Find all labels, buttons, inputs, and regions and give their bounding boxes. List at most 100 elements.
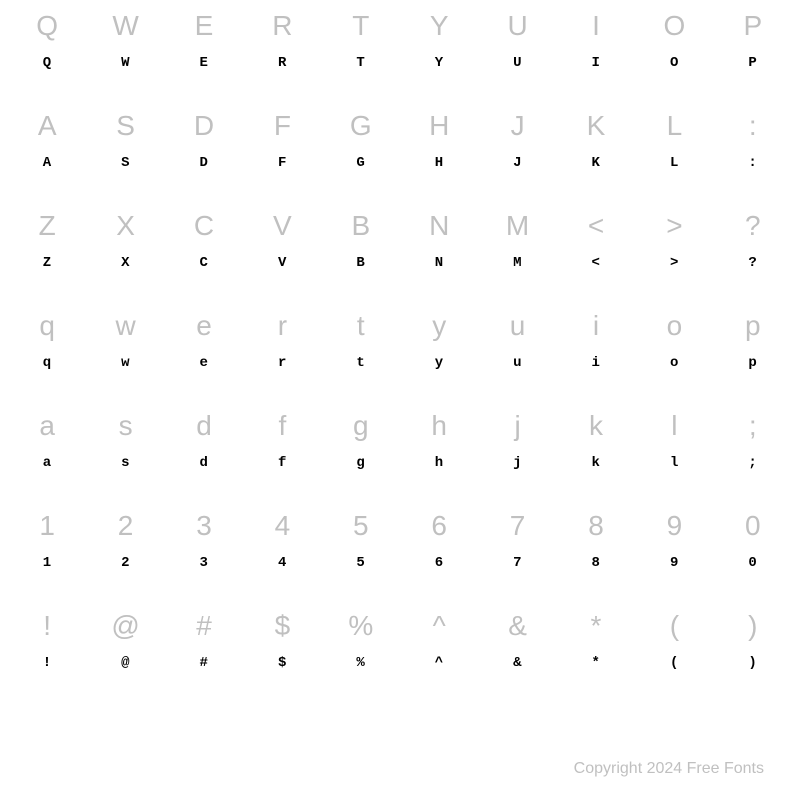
reference-glyph: &: [508, 612, 527, 640]
glyph-cell: oo: [635, 312, 713, 412]
reference-glyph: V: [273, 212, 292, 240]
glyph-cell: 22: [86, 512, 164, 612]
glyph-cell: 55: [322, 512, 400, 612]
glyph-cell: 33: [165, 512, 243, 612]
sample-glyph: o: [670, 356, 679, 370]
reference-glyph: 1: [39, 512, 55, 540]
glyph-cell: SS: [86, 112, 164, 212]
reference-glyph: %: [348, 612, 373, 640]
glyph-cell: ss: [86, 412, 164, 512]
glyph-cell: ??: [714, 212, 792, 312]
sample-glyph: l: [670, 456, 679, 470]
sample-glyph: j: [513, 456, 522, 470]
sample-glyph: #: [200, 656, 209, 670]
reference-glyph: L: [667, 112, 683, 140]
glyph-cell: AA: [8, 112, 86, 212]
sample-glyph: >: [670, 256, 679, 270]
glyph-cell: %%: [322, 612, 400, 712]
glyph-cell: dd: [165, 412, 243, 512]
glyph-cell: KK: [557, 112, 635, 212]
sample-glyph: 3: [200, 556, 209, 570]
reference-glyph: G: [350, 112, 372, 140]
reference-glyph: 3: [196, 512, 212, 540]
glyph-cell: TT: [322, 12, 400, 112]
sample-glyph: 7: [513, 556, 522, 570]
glyph-cell: PP: [714, 12, 792, 112]
reference-glyph: f: [279, 412, 287, 440]
glyph-cell: 88: [557, 512, 635, 612]
sample-glyph: V: [278, 256, 287, 270]
sample-glyph: 2: [121, 556, 130, 570]
glyph-cell: aa: [8, 412, 86, 512]
reference-glyph: i: [593, 312, 599, 340]
glyph-cell: MM: [478, 212, 556, 312]
glyph-cell: OO: [635, 12, 713, 112]
sample-glyph: y: [435, 356, 444, 370]
glyph-cell: DD: [165, 112, 243, 212]
glyph-cell: ((: [635, 612, 713, 712]
sample-glyph: C: [200, 256, 209, 270]
sample-glyph: a: [43, 456, 52, 470]
glyph-cell: 66: [400, 512, 478, 612]
glyph-cell: >>: [635, 212, 713, 312]
sample-glyph: q: [43, 356, 52, 370]
sample-glyph: f: [278, 456, 287, 470]
glyph-cell: 99: [635, 512, 713, 612]
glyph-cell: <<: [557, 212, 635, 312]
sample-glyph: (: [670, 656, 679, 670]
reference-glyph: s: [119, 412, 133, 440]
sample-glyph: 8: [592, 556, 601, 570]
sample-glyph: k: [592, 456, 601, 470]
reference-glyph: t: [357, 312, 365, 340]
reference-glyph: !: [43, 612, 51, 640]
glyph-cell: ff: [243, 412, 321, 512]
sample-glyph: U: [513, 56, 522, 70]
reference-glyph: <: [588, 212, 604, 240]
glyph-cell: VV: [243, 212, 321, 312]
glyph-cell: ^^: [400, 612, 478, 712]
copyright-footer: Copyright 2024 Free Fonts: [574, 760, 764, 778]
glyph-cell: yy: [400, 312, 478, 412]
reference-glyph: u: [510, 312, 526, 340]
sample-glyph: r: [278, 356, 287, 370]
glyph-cell: tt: [322, 312, 400, 412]
glyph-cell: YY: [400, 12, 478, 112]
reference-glyph: A: [38, 112, 57, 140]
glyph-cell: @@: [86, 612, 164, 712]
sample-glyph: :: [748, 156, 757, 170]
glyph-cell: &&: [478, 612, 556, 712]
sample-glyph: ?: [748, 256, 757, 270]
reference-glyph: l: [671, 412, 677, 440]
reference-glyph: q: [39, 312, 55, 340]
glyph-cell: LL: [635, 112, 713, 212]
glyph-cell: hh: [400, 412, 478, 512]
reference-glyph: (: [670, 612, 679, 640]
sample-glyph: *: [592, 656, 601, 670]
glyph-cell: ##: [165, 612, 243, 712]
sample-glyph: I: [592, 56, 601, 70]
reference-glyph: j: [514, 412, 520, 440]
sample-glyph: d: [200, 456, 209, 470]
reference-glyph: ?: [745, 212, 761, 240]
sample-glyph: W: [121, 56, 130, 70]
reference-glyph: 2: [118, 512, 134, 540]
sample-glyph: i: [592, 356, 601, 370]
sample-glyph: S: [121, 156, 130, 170]
glyph-cell: HH: [400, 112, 478, 212]
sample-glyph: p: [748, 356, 757, 370]
reference-glyph: ;: [749, 412, 757, 440]
reference-glyph: I: [592, 12, 600, 40]
sample-glyph: J: [513, 156, 522, 170]
reference-glyph: B: [351, 212, 370, 240]
reference-glyph: T: [352, 12, 369, 40]
reference-glyph: P: [743, 12, 762, 40]
glyph-cell: ::: [714, 112, 792, 212]
glyph-cell: 44: [243, 512, 321, 612]
sample-glyph: E: [200, 56, 209, 70]
sample-glyph: G: [356, 156, 365, 170]
glyph-cell: gg: [322, 412, 400, 512]
glyph-cell: CC: [165, 212, 243, 312]
reference-glyph: S: [116, 112, 135, 140]
sample-glyph: u: [513, 356, 522, 370]
reference-glyph: *: [591, 612, 602, 640]
